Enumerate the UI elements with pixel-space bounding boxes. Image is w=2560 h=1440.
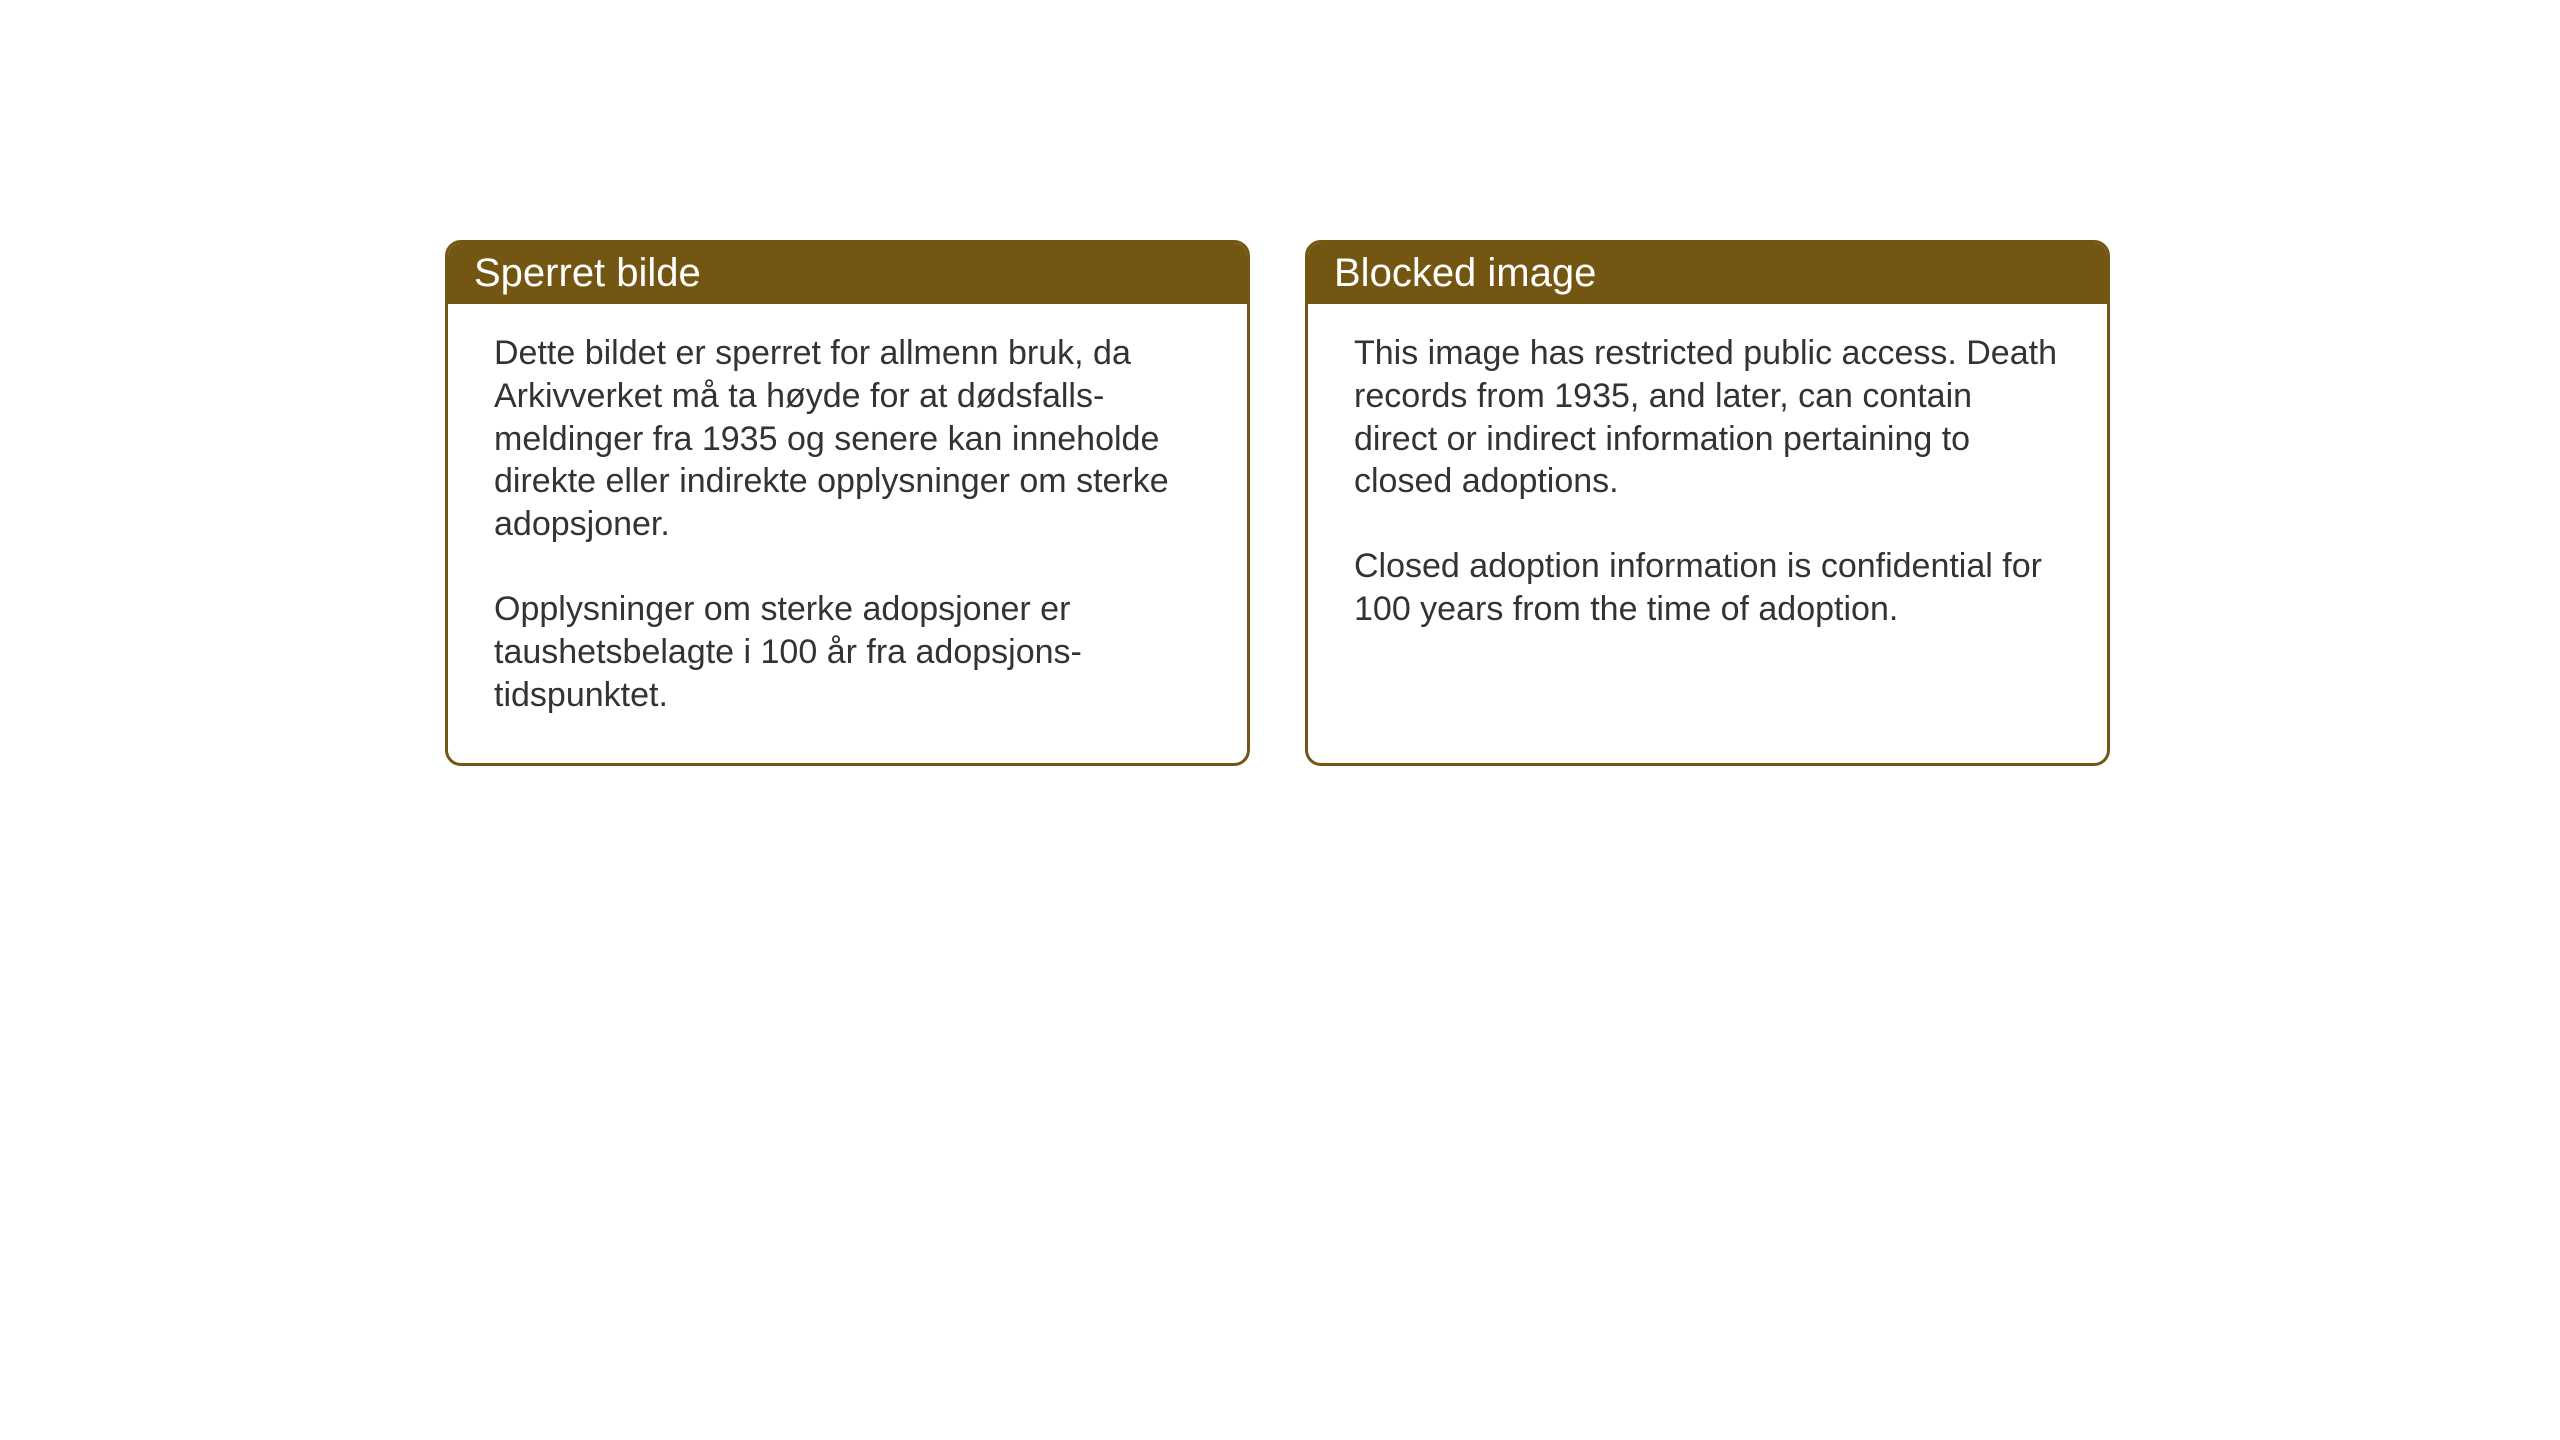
- notice-paragraph: Dette bildet er sperret for allmenn bruk…: [494, 332, 1201, 546]
- notice-container: Sperret bilde Dette bildet er sperret fo…: [445, 240, 2110, 766]
- notice-paragraph: Opplysninger om sterke adopsjoner er tau…: [494, 588, 1201, 716]
- notice-title-norwegian: Sperret bilde: [474, 251, 701, 295]
- notice-card-norwegian: Sperret bilde Dette bildet er sperret fo…: [445, 240, 1250, 766]
- notice-body-english: This image has restricted public access.…: [1308, 304, 2107, 677]
- notice-body-norwegian: Dette bildet er sperret for allmenn bruk…: [448, 304, 1247, 763]
- notice-header-norwegian: Sperret bilde: [448, 243, 1247, 304]
- notice-header-english: Blocked image: [1308, 243, 2107, 304]
- notice-card-english: Blocked image This image has restricted …: [1305, 240, 2110, 766]
- notice-paragraph: This image has restricted public access.…: [1354, 332, 2061, 503]
- notice-title-english: Blocked image: [1334, 251, 1596, 295]
- notice-paragraph: Closed adoption information is confident…: [1354, 545, 2061, 631]
